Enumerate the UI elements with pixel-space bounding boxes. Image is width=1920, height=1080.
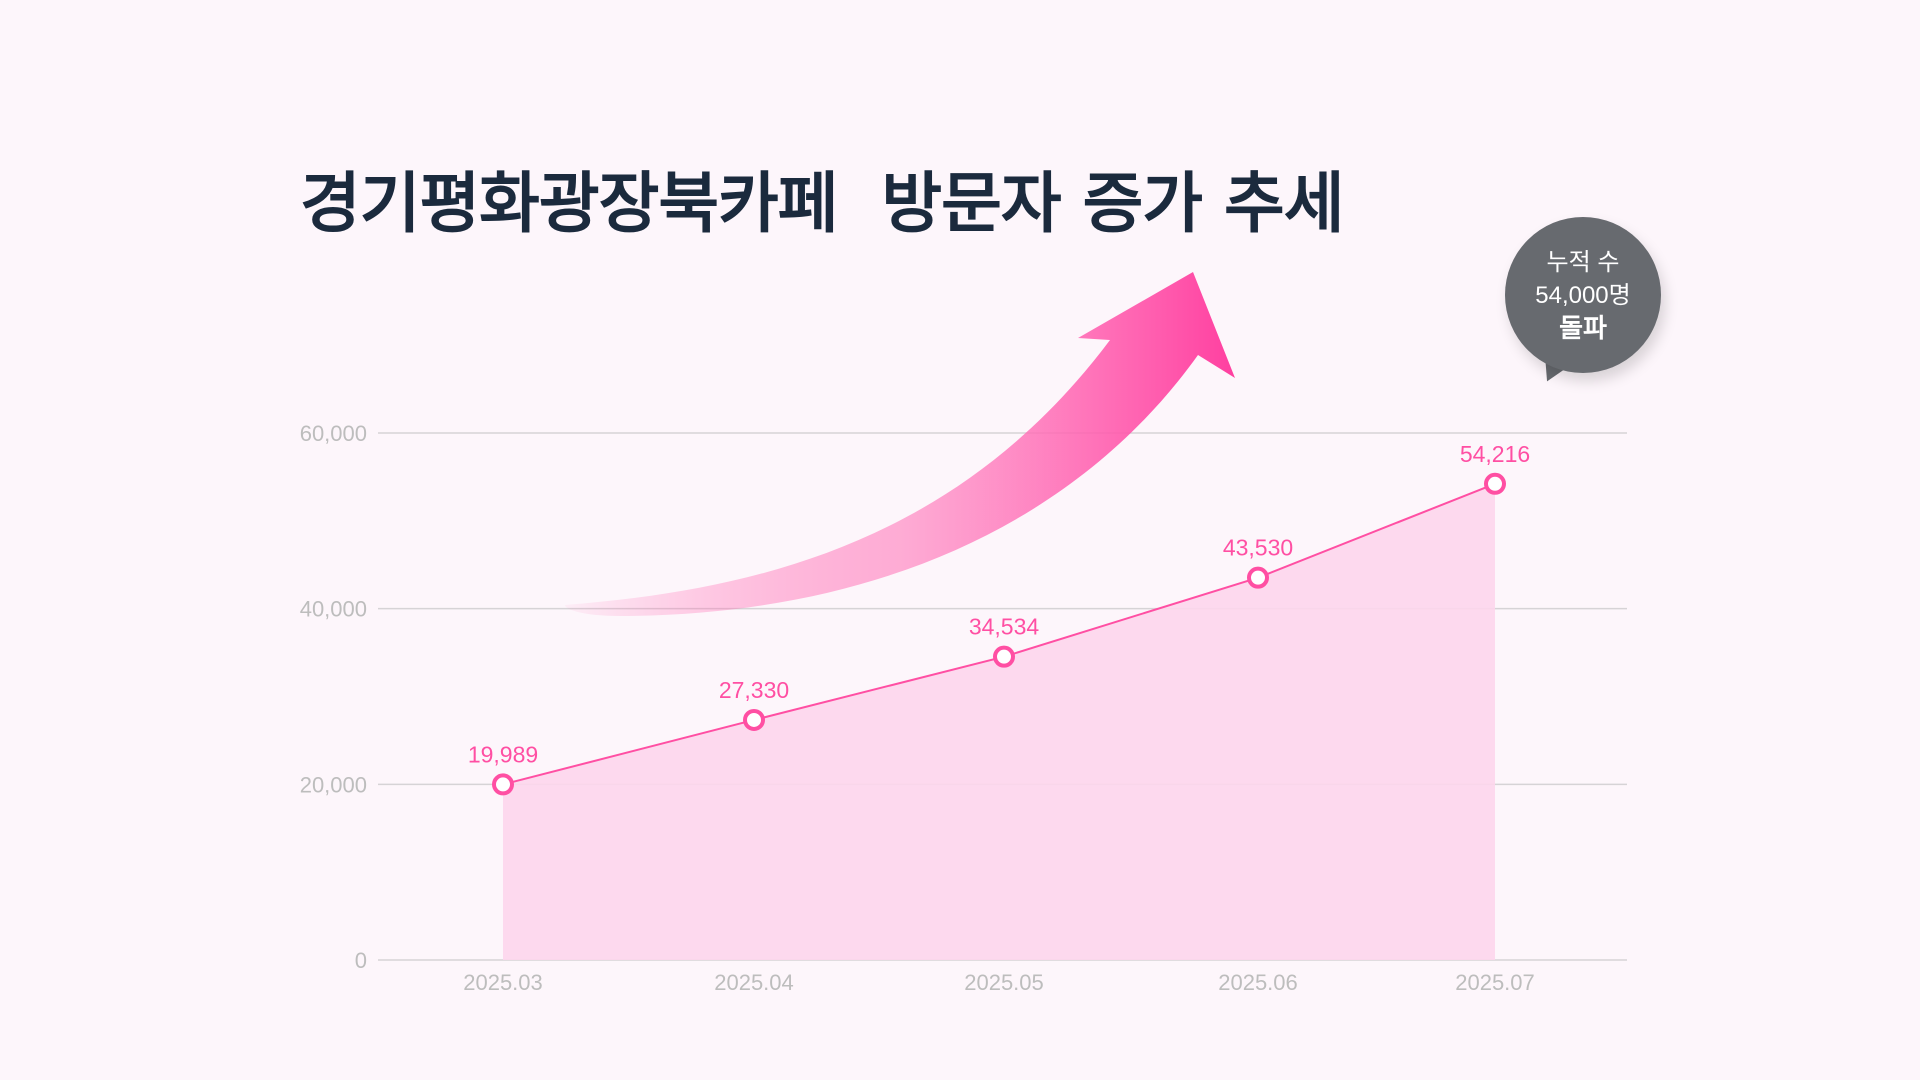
cumulative-callout-bubble: 누적 수 54,000명 돌파	[1505, 217, 1661, 373]
data-label: 27,330	[719, 677, 789, 703]
data-point	[492, 773, 514, 796]
data-label: 43,530	[1223, 535, 1293, 561]
data-point	[743, 708, 765, 731]
data-point	[1484, 472, 1506, 495]
data-point	[993, 645, 1015, 668]
y-tick-label: 40,000	[300, 597, 367, 622]
data-point	[1247, 566, 1269, 589]
data-label: 54,216	[1460, 441, 1530, 467]
data-label: 19,989	[468, 741, 538, 767]
x-tick-label: 2025.03	[463, 970, 543, 995]
area-fill	[503, 483, 1495, 960]
x-tick-label: 2025.05	[964, 970, 1044, 995]
x-tick-label: 2025.06	[1218, 970, 1298, 995]
x-tick-label: 2025.07	[1455, 970, 1535, 995]
bubble-line-1: 누적 수	[1546, 248, 1620, 276]
bubble-line-3: 돌파	[1559, 312, 1607, 343]
bubble-line-2: 54,000명	[1535, 281, 1631, 309]
x-tick-label: 2025.04	[714, 970, 794, 995]
y-tick-label: 20,000	[300, 772, 367, 797]
chart-title: 경기평화광장북카페 방문자 증가 추세	[300, 165, 1344, 242]
trend-arrow	[565, 272, 1235, 616]
y-tick-label: 0	[355, 948, 367, 973]
data-label: 34,534	[969, 614, 1040, 640]
y-tick-label: 60,000	[300, 421, 367, 446]
